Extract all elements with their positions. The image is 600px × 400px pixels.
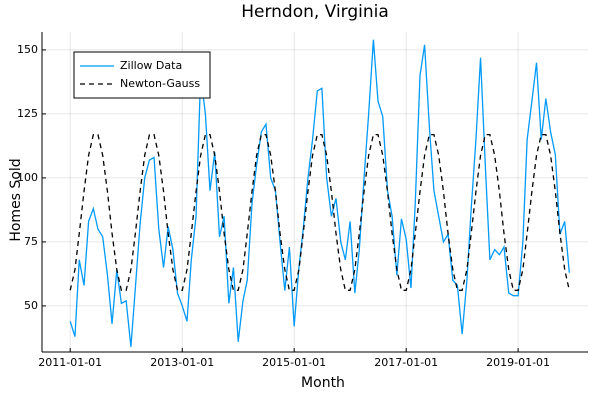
- y-tick-label: 100: [17, 171, 38, 184]
- data-line: [69, 134, 570, 291]
- x-tick-label: 2011-01-01: [38, 356, 102, 369]
- x-tick-label: 2013-01-01: [150, 356, 214, 369]
- y-tick-label: 50: [24, 299, 38, 312]
- legend-label: Newton-Gauss: [120, 77, 200, 90]
- y-tick-label: 125: [17, 107, 38, 120]
- legend-label: Zillow Data: [120, 59, 182, 72]
- y-axis-label: Homes Sold: [8, 158, 24, 241]
- data-line: [69, 39, 570, 347]
- y-tick-label: 150: [17, 43, 38, 56]
- x-tick-label: 2017-01-01: [374, 356, 438, 369]
- x-axis-label: Month: [301, 375, 345, 391]
- y-tick-label: 75: [24, 235, 38, 248]
- legend-box: [73, 51, 211, 99]
- x-tick-label: 2015-01-01: [262, 356, 326, 369]
- chart-title: Herndon, Virginia: [241, 2, 389, 22]
- x-tick-label: 2019-01-01: [486, 356, 550, 369]
